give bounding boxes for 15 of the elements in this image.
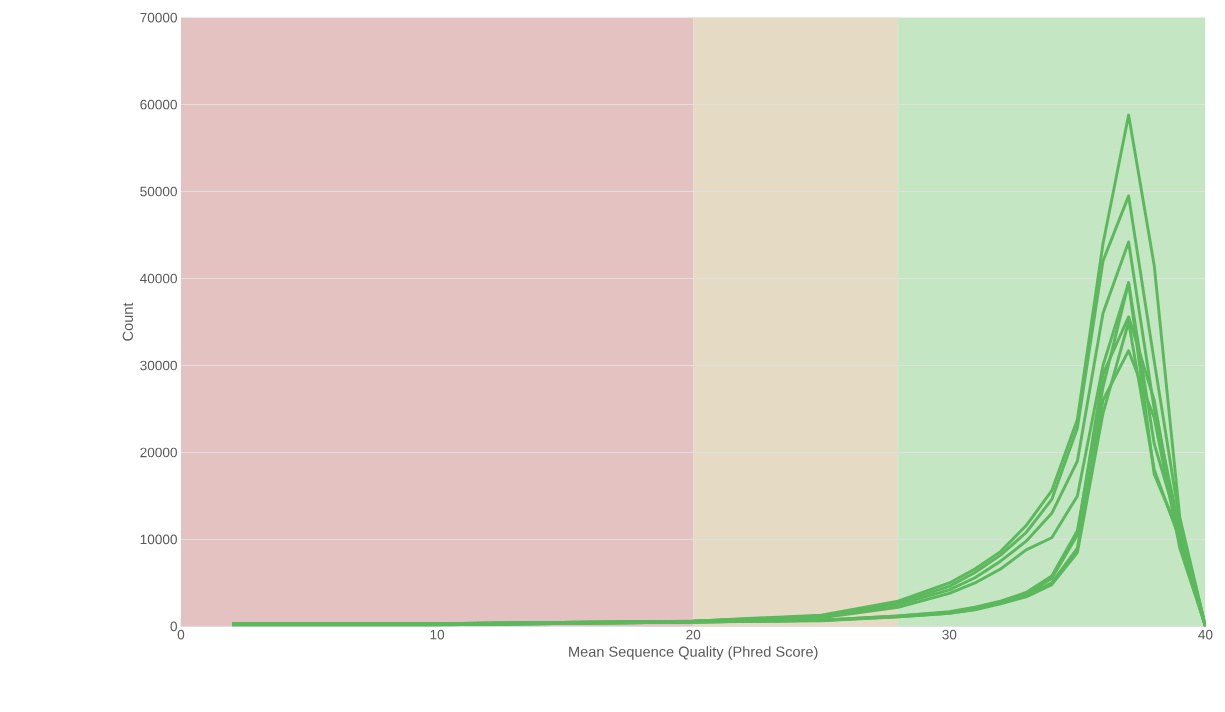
y-tick-label: 10000 — [140, 534, 177, 545]
y-tick-label: 30000 — [140, 360, 177, 371]
y-tick-label: 40000 — [139, 273, 177, 284]
y-tick-label: 70000 — [140, 12, 177, 23]
y-tick-label: 20000 — [140, 447, 177, 458]
y-tick-label: 60000 — [140, 99, 177, 110]
x-tick-label: 10 — [430, 629, 445, 640]
x-axis-title: Mean Sequence Quality (Phred Score) — [569, 646, 818, 660]
y-tick-label: 50000 — [140, 186, 177, 197]
x-tick-label: 20 — [686, 629, 701, 640]
x-tick-label: 30 — [942, 629, 957, 640]
x-tick-label: 0 — [177, 629, 185, 640]
y-tick-label: 0 — [170, 621, 177, 632]
x-tick-label: 40 — [1198, 629, 1213, 640]
y-axis-title: Count — [122, 302, 133, 341]
